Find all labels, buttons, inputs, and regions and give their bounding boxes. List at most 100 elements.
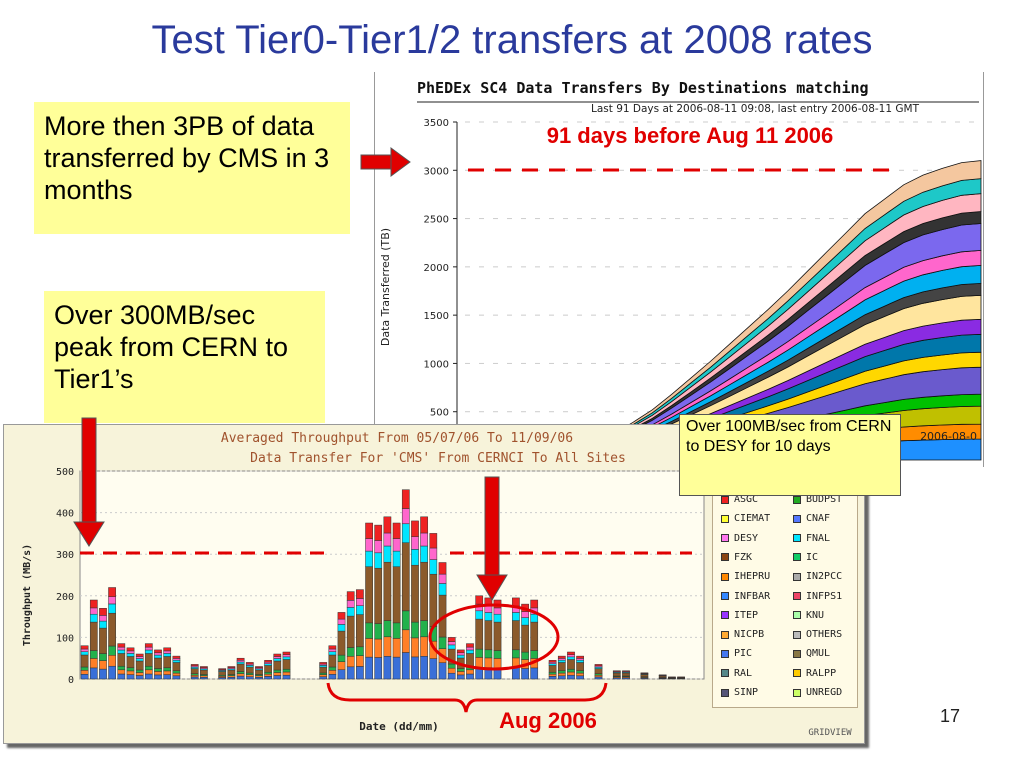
gridview-ytick: 200 (56, 592, 74, 603)
throughput-bar-segment (557, 670, 566, 674)
throughput-bar-segment (365, 566, 373, 624)
throughput-bar-segment (99, 660, 107, 670)
throughput-bar-segment (80, 648, 89, 652)
throughput-bar-segment (392, 638, 401, 658)
legend-item: INFPS1 (793, 590, 842, 603)
throughput-bar-segment (273, 660, 282, 671)
throughput-bar-segment (328, 654, 337, 668)
throughput-bar-segment (227, 669, 236, 675)
phedex-area-layer (516, 160, 982, 461)
legend-label: CIEMAT (734, 513, 771, 525)
legend-swatch (721, 611, 729, 620)
legend-label: UNREGD (806, 687, 843, 698)
throughput-bar-segment (530, 599, 539, 609)
throughput-bar-segment (255, 675, 263, 678)
legend-item: CIEMAT (721, 512, 770, 525)
throughput-bar-segment (521, 651, 529, 660)
throughput-bar-segment (392, 538, 401, 552)
throughput-bar-segment (172, 655, 181, 659)
throughput-bar-segment (456, 671, 465, 676)
gridview-legend: ASGC BUDPST CIEMAT CNAF DESY FNAL FZK IC IHEPRU I… (712, 488, 858, 708)
throughput-bar-segment (337, 669, 346, 680)
legend-label: FNAL (806, 532, 831, 544)
throughput-bar-segment (401, 629, 410, 653)
throughput-bar-segment (99, 620, 107, 629)
legend-label: BUDPST (806, 494, 843, 505)
throughput-bar-segment (190, 664, 199, 667)
throughput-bar-segment (99, 615, 107, 622)
throughput-bar-segment (557, 658, 566, 661)
throughput-bar-segment (99, 608, 107, 616)
throughput-bar-segment (144, 673, 153, 680)
throughput-bar-segment (319, 672, 328, 675)
throughput-bar-segment (365, 538, 373, 552)
legend-item: DESY (721, 532, 758, 545)
throughput-bar-segment (429, 658, 438, 680)
throughput-bar-segment (521, 624, 529, 653)
phedex-ytick: 1000 (424, 359, 449, 370)
phedex-title: PhEDEx SC4 Data Transfers By Destination… (417, 79, 869, 97)
throughput-bar-segment (135, 669, 144, 673)
legend-label: DESY (734, 532, 759, 544)
throughput-bar-segment (420, 516, 428, 534)
throughput-bar-segment (392, 550, 401, 567)
legend-item: KNU (793, 609, 824, 622)
throughput-bar-segment (411, 656, 419, 680)
legend-label: NICPB (734, 629, 765, 641)
throughput-bar-segment (319, 676, 328, 680)
throughput-bar-segment (493, 621, 502, 651)
legend-swatch (721, 553, 729, 562)
throughput-bar-segment (484, 597, 493, 607)
throughput-bar-segment (126, 656, 135, 668)
throughput-bar-segment (163, 656, 172, 668)
throughput-bar-segment (567, 656, 575, 660)
throughput-bar-segment (163, 667, 172, 672)
throughput-bar-segment (163, 647, 172, 652)
throughput-bar-segment (346, 666, 355, 680)
throughput-bar-segment (328, 651, 337, 656)
callout-transferred: More then 3PB of data transferred by CMS… (34, 102, 350, 234)
throughput-bar-segment (245, 662, 254, 665)
throughput-bar-segment (447, 641, 456, 646)
legend-swatch (721, 572, 729, 581)
throughput-bar-segment (117, 673, 126, 680)
throughput-bar-segment (512, 612, 520, 621)
throughput-bar-segment (135, 660, 144, 671)
throughput-bar-segment (356, 605, 364, 615)
gridview-ytick: 400 (56, 509, 74, 520)
throughput-bar-segment (99, 668, 107, 680)
throughput-bar-segment (548, 665, 557, 673)
throughput-bar-segment (245, 674, 254, 677)
legend-item: CNAF (793, 512, 830, 525)
throughput-bar-segment (438, 562, 447, 575)
throughput-bar-segment (117, 653, 126, 667)
legend-swatch (793, 669, 801, 678)
gridview-title: Averaged Throughput From 05/07/06 To 11/… (221, 431, 573, 446)
throughput-bar-segment (622, 670, 630, 672)
throughput-bar-segment (438, 648, 447, 663)
throughput-bar-segment (401, 508, 410, 524)
throughput-bar-segment (374, 638, 383, 658)
throughput-bar-segment (319, 666, 328, 674)
throughput-bar-segment (108, 603, 116, 614)
throughput-bar-segment (135, 658, 144, 662)
callout-desy: Over 100MB/sec from CERN to DESY for 10 … (679, 414, 901, 496)
throughput-bar-segment (530, 621, 539, 651)
legend-item: RAL (721, 667, 752, 680)
legend-swatch (793, 611, 801, 620)
throughput-bar-segment (80, 674, 89, 680)
throughput-bar-segment (200, 666, 208, 668)
throughput-bar-segment (356, 646, 364, 656)
throughput-bar-segment (126, 670, 135, 675)
throughput-bar-segment (475, 648, 484, 658)
legend-label: SINP (734, 687, 759, 698)
legend-swatch (721, 534, 729, 543)
throughput-bar-segment (236, 675, 245, 680)
throughput-bar-segment (172, 659, 181, 663)
throughput-bar-segment (89, 613, 98, 623)
throughput-bar-segment (493, 650, 502, 659)
throughput-bar-segment (521, 659, 529, 669)
throughput-bar-segment (438, 594, 447, 638)
legend-swatch (793, 514, 801, 523)
throughput-bar-segment (594, 664, 603, 667)
